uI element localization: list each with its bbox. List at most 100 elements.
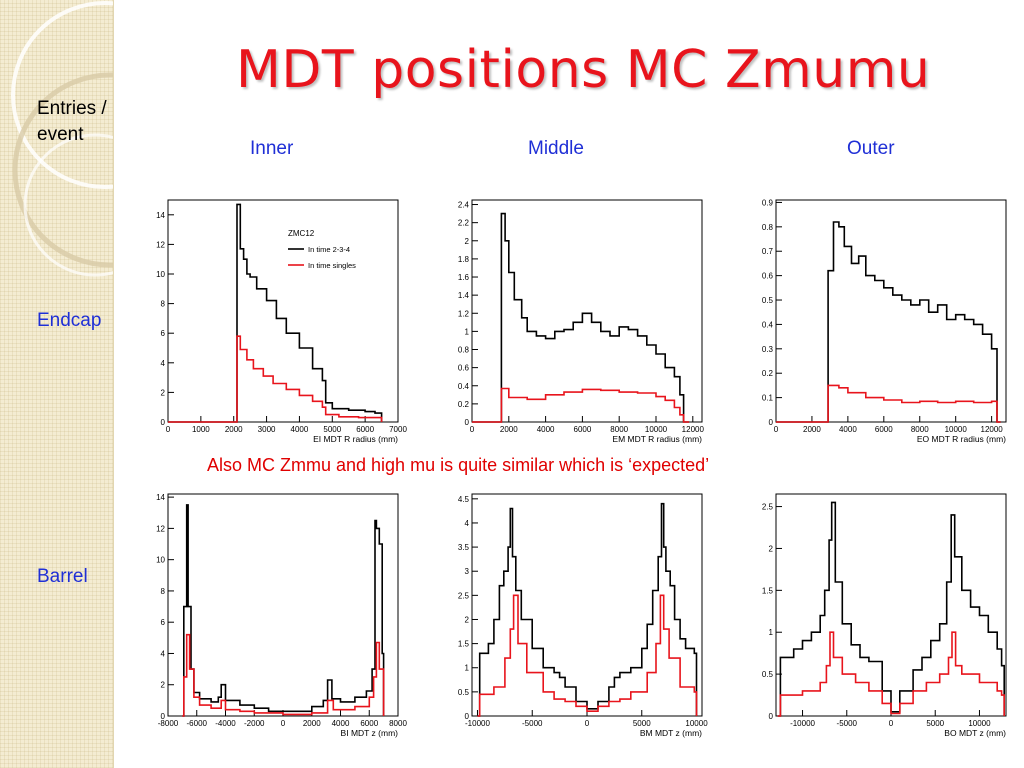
row-label-barrel: Barrel: [37, 566, 88, 587]
x-tick-label: 10000: [685, 719, 708, 728]
plot-frame: [471, 493, 703, 717]
y-tick-label: 4: [161, 649, 166, 658]
x-tick-label: -10000: [790, 719, 815, 728]
x-axis-label: BO MDT z (mm): [944, 728, 1006, 738]
y-tick-label: 0: [465, 418, 470, 427]
plot-frame: [471, 199, 703, 423]
x-tick-label: 4000: [332, 719, 350, 728]
x-tick-label: 2000: [803, 425, 821, 434]
x-tick-label: -8000: [158, 719, 179, 728]
x-tick-label: -6000: [187, 719, 208, 728]
y-tick-label: 0: [161, 712, 166, 721]
series-line-red: [472, 387, 690, 423]
chart-panel-bo: 0 0.5 1 1.5 2 2.5 -10000 -5000 0 5000 10000 BO MDT …: [728, 480, 1018, 746]
y-tick-label: 2: [465, 237, 470, 246]
y-tick-label: 1.5: [458, 640, 470, 649]
plot-frame: [167, 493, 399, 717]
y-tick-label: 0.5: [762, 670, 774, 679]
x-tick-label: 0: [470, 425, 475, 434]
chart-em: 0 0.2 0.4 0.6 0.8 1 1.2 1.4 1.6 1.8 2 2.2 2.4 0 2000 40…: [458, 199, 705, 444]
y-tick-label: 0.4: [762, 320, 774, 329]
series-line-red: [776, 384, 1001, 423]
y-tick-label: 0.6: [762, 272, 774, 281]
y-tick-label: 8: [161, 587, 166, 596]
y-tick-label: 1.2: [458, 309, 470, 318]
x-axis-label: EM MDT R radius (mm): [612, 434, 702, 444]
y-tick-label: 4: [465, 519, 470, 528]
y-tick-label: 1.8: [458, 255, 470, 264]
y-tick-label: 1.4: [458, 291, 470, 300]
legend-entry: In time singles: [308, 261, 356, 270]
y-tick-label: 2: [161, 388, 166, 397]
x-tick-label: 2000: [303, 719, 321, 728]
series-line-red: [477, 594, 698, 717]
y-tick-label: 2: [465, 615, 470, 624]
x-tick-label: 6000: [574, 425, 592, 434]
chart-ei: 0 2 4 6 8 10 12 14 0 1000 2000 3000 4000 5000 6000 7000…: [156, 199, 407, 444]
x-tick-label: 0: [281, 719, 286, 728]
x-tick-label: 5000: [633, 719, 651, 728]
slide-title: MDT positions MC Zmumu: [236, 40, 931, 100]
row-label-endcap: Endcap: [37, 310, 102, 331]
y-tick-label: 4.5: [458, 495, 470, 504]
x-tick-label: 0: [585, 719, 590, 728]
y-tick-label: 0.6: [458, 364, 470, 373]
x-tick-label: 10000: [945, 425, 968, 434]
y-tick-label: 1: [769, 628, 774, 637]
y-tick-label: 2: [769, 544, 774, 553]
y-tick-label: 0: [161, 418, 166, 427]
x-tick-label: 1000: [192, 425, 210, 434]
x-tick-label: -2000: [244, 719, 265, 728]
y-tick-label: 10: [156, 556, 165, 565]
y-tick-label: 12: [156, 524, 165, 533]
series-line-black: [472, 212, 690, 423]
y-tick-label: 0.9: [762, 198, 774, 207]
y-tick-label: 2.5: [762, 503, 774, 512]
x-axis-label: BM MDT z (mm): [640, 728, 702, 738]
column-label-inner: Inner: [250, 138, 294, 159]
x-tick-label: 2000: [225, 425, 243, 434]
column-label-outer: Outer: [847, 138, 895, 159]
series-line-red: [182, 633, 385, 717]
x-tick-label: 10000: [968, 719, 991, 728]
x-tick-label: 6000: [356, 425, 374, 434]
y-tick-label: 12: [156, 240, 165, 249]
x-tick-label: 12000: [981, 425, 1004, 434]
chart-panel-ei: 0 2 4 6 8 10 12 14 0 1000 2000 3000 4000 5000 6000 7000…: [120, 186, 410, 452]
decorative-sidebar: [0, 0, 114, 768]
y-tick-label: 6: [161, 618, 166, 627]
chart-panel-eo: 0 0.1 0.2 0.3 0.4 0.5 0.6 0.7 0.8 0.9 0 2000 4000 600…: [728, 186, 1018, 452]
plot-frame: [775, 199, 1007, 423]
y-tick-label: 14: [156, 211, 165, 220]
x-tick-label: 12000: [682, 425, 705, 434]
x-axis-label: EO MDT R radius (mm): [917, 434, 1006, 444]
y-tick-label: 2.5: [458, 591, 470, 600]
x-tick-label: 8000: [911, 425, 929, 434]
y-tick-label: 0.5: [762, 296, 774, 305]
series-line-red: [168, 335, 383, 423]
legend-entry: In time 2-3-4: [308, 245, 350, 254]
y-tick-label: 4: [161, 359, 166, 368]
y-tick-label: 14: [156, 493, 165, 502]
x-tick-label: 4000: [291, 425, 309, 434]
x-tick-label: 0: [774, 425, 779, 434]
chart-panel-bi: 0 2 4 6 8 10 12 14 -8000 -6000 -4000 -2000 0 2000 4000…: [120, 480, 410, 746]
series-line-black: [168, 203, 383, 423]
chart-panel-em: 0 0.2 0.4 0.6 0.8 1 1.2 1.4 1.6 1.8 2 2.2 2.4 0 2000 40…: [424, 186, 714, 452]
y-tick-label: 0.8: [762, 223, 774, 232]
x-tick-label: 0: [166, 425, 171, 434]
y-tick-label: 1: [465, 327, 470, 336]
y-tick-label: 0.2: [762, 369, 774, 378]
x-tick-label: -5000: [837, 719, 858, 728]
x-tick-label: 3000: [258, 425, 276, 434]
y-axis-caption: Entries / event: [37, 98, 107, 145]
y-tick-label: 0.4: [458, 382, 470, 391]
y-tick-label: 1.6: [458, 273, 470, 282]
y-tick-label: 1: [465, 664, 470, 673]
x-tick-label: 4000: [537, 425, 555, 434]
x-tick-label: 5000: [926, 719, 944, 728]
series-line-red: [777, 631, 1005, 717]
x-tick-label: 6000: [360, 719, 378, 728]
series-line-black: [776, 221, 1001, 423]
x-tick-label: 0: [889, 719, 894, 728]
